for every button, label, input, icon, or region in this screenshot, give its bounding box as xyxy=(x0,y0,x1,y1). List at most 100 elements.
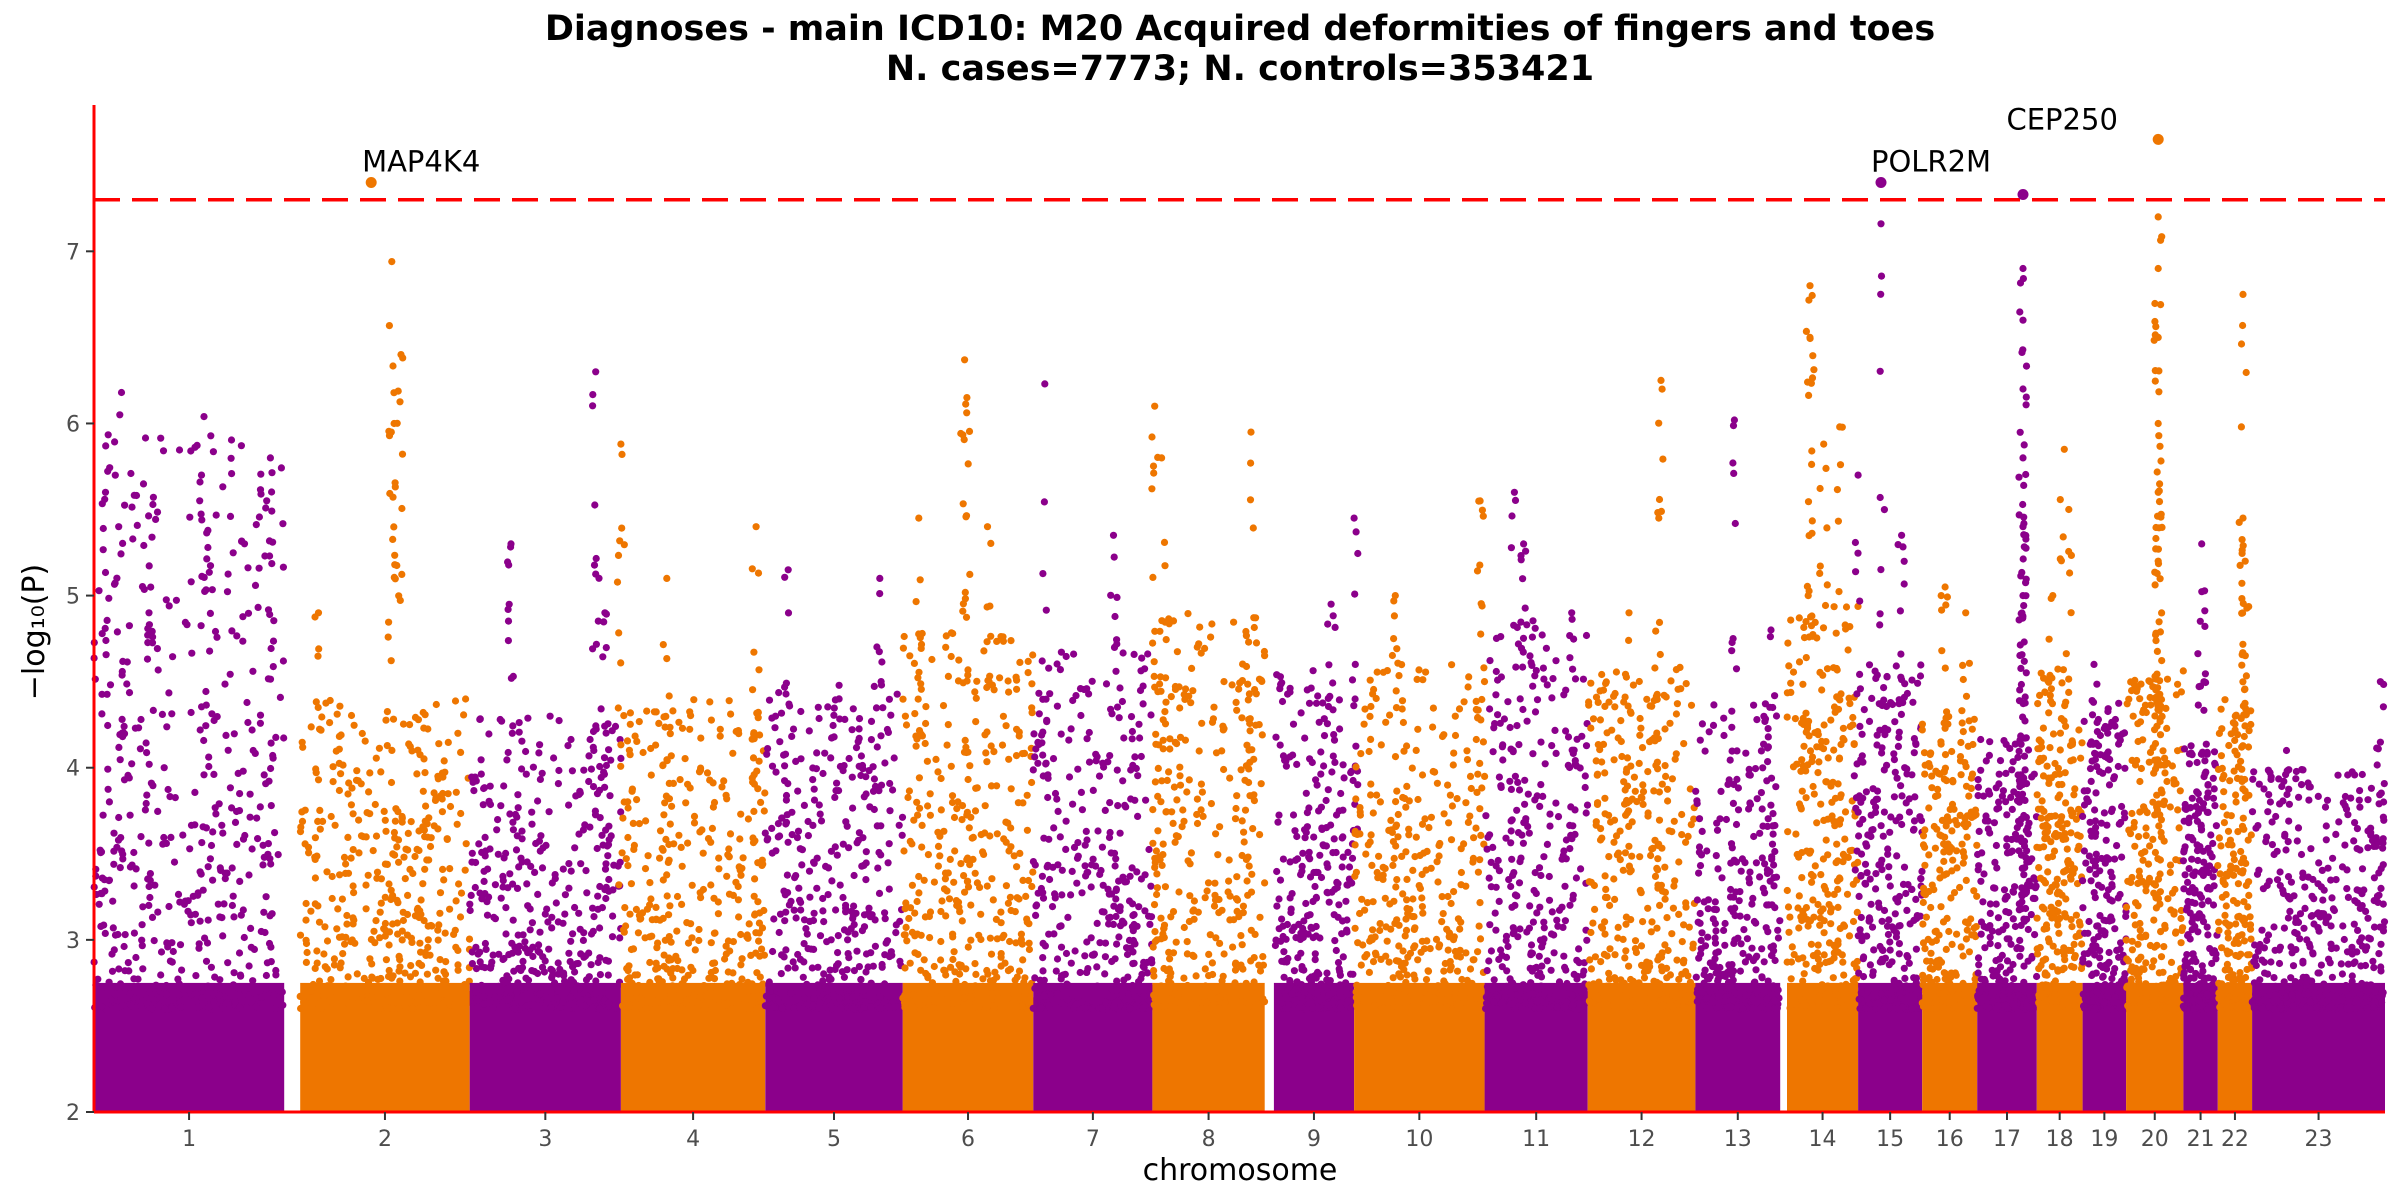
chr12-snp xyxy=(1678,831,1686,839)
chr3-snp xyxy=(600,768,608,776)
chr1-snp xyxy=(165,689,173,697)
chr9-snp xyxy=(1328,888,1336,896)
chr9-snp xyxy=(1305,848,1313,856)
chr1-snp xyxy=(208,586,216,594)
chr2-snp xyxy=(434,936,442,944)
chr3-snp xyxy=(545,808,553,816)
chr7-snp xyxy=(1135,903,1143,911)
chr4-snp xyxy=(659,1005,667,1013)
chr5-snp xyxy=(799,973,807,981)
chr8-snp xyxy=(1252,639,1261,647)
chr1-snp xyxy=(253,814,261,822)
chr6-snp xyxy=(967,901,975,909)
chr2-snp xyxy=(332,993,340,1001)
chr5-snp xyxy=(780,887,788,895)
chr2-snp xyxy=(439,789,447,798)
chr7-snp xyxy=(1031,753,1039,761)
chr3-snp xyxy=(536,741,544,749)
chr3-snp xyxy=(519,931,527,939)
chr9-snp xyxy=(1325,898,1333,906)
chr4-snp xyxy=(703,769,712,777)
chr4-snp xyxy=(760,807,768,815)
chr12-snp xyxy=(1687,821,1695,829)
chr12-snp xyxy=(1611,689,1619,698)
chr6-snp xyxy=(949,930,957,938)
chr7-snp xyxy=(1051,894,1059,902)
chr2-snp xyxy=(460,711,468,719)
chr9-snp xyxy=(1350,514,1358,522)
chr2-snp xyxy=(387,778,396,787)
chr1-snp xyxy=(245,962,253,970)
chr1-snp xyxy=(279,520,287,528)
chr3-snp xyxy=(502,904,510,912)
chr2-snp xyxy=(364,871,372,879)
chr7-snp xyxy=(1054,807,1062,816)
chr1-snp xyxy=(148,639,157,647)
chr6-snp xyxy=(1010,995,1018,1003)
chr2-snp xyxy=(417,948,425,956)
chr8-snp xyxy=(1167,969,1175,977)
chr5-snp xyxy=(854,738,862,746)
chr12-snp xyxy=(1620,698,1628,706)
chr7-snp xyxy=(1074,765,1082,773)
chr2-snp xyxy=(421,817,429,825)
chr12-snp xyxy=(1654,855,1662,863)
chr3-snp xyxy=(569,930,577,938)
chr3-snp xyxy=(541,1004,549,1012)
chr7-snp xyxy=(1113,940,1121,948)
chr10-snp xyxy=(1423,847,1431,856)
chr7-snp xyxy=(1106,752,1114,760)
chr4-snp xyxy=(681,755,689,763)
chr11-snp xyxy=(1536,802,1544,811)
chr10-snp xyxy=(1470,956,1478,964)
chr8-snp xyxy=(1201,965,1209,973)
chr3-snp xyxy=(573,982,581,990)
chr8-snp xyxy=(1232,804,1240,813)
chr1-snp xyxy=(170,858,179,866)
chr13-snp xyxy=(1749,894,1757,903)
chr10-snp xyxy=(1458,975,1466,984)
chr3-snp xyxy=(500,854,508,862)
chr2-snp xyxy=(297,1004,305,1013)
chr4-snp xyxy=(750,892,758,900)
chr8-snp xyxy=(1224,987,1232,996)
chr1-snp xyxy=(238,537,246,546)
chr11-snp xyxy=(1542,644,1550,652)
chr8-snp xyxy=(1258,731,1266,739)
chr12-snp xyxy=(1635,759,1643,768)
chr10-snp xyxy=(1404,997,1412,1005)
chr5-snp xyxy=(842,901,850,909)
chr9-snp xyxy=(1305,975,1314,983)
chr1-snp xyxy=(267,860,275,868)
chr3-snp xyxy=(594,892,602,900)
chr7-snp xyxy=(1077,788,1085,797)
chr2-snp xyxy=(400,853,408,861)
chr1-snp xyxy=(209,876,217,884)
chr5-snp xyxy=(890,754,898,762)
chr12-snp xyxy=(1601,810,1609,818)
chr8-snp xyxy=(1199,998,1207,1006)
chr3-snp xyxy=(509,818,517,826)
chr6-snp xyxy=(904,793,912,802)
chr12-snp xyxy=(1654,765,1662,773)
chr10-snp xyxy=(1438,732,1447,741)
chr3-snp xyxy=(481,964,489,972)
chr7-snp xyxy=(1141,907,1149,915)
chr1-snp xyxy=(145,562,153,570)
chr6-snp xyxy=(971,982,979,990)
chr8-snp xyxy=(1259,961,1267,969)
chr11-snp xyxy=(1529,750,1537,758)
chr9-snp xyxy=(1319,699,1327,707)
chr2-snp xyxy=(390,523,398,531)
chr6-snp xyxy=(917,685,925,693)
chr2-snp xyxy=(388,974,396,982)
chr12-snp xyxy=(1653,924,1661,932)
chr3-snp xyxy=(561,891,570,899)
chr4-snp xyxy=(652,903,660,912)
chr12-snp xyxy=(1624,1000,1632,1009)
chr7-snp xyxy=(1099,759,1107,767)
chr3-snp xyxy=(597,705,605,713)
chr6-snp xyxy=(932,755,940,764)
chr12-snp xyxy=(1587,928,1595,937)
chr1-snp xyxy=(149,493,157,501)
